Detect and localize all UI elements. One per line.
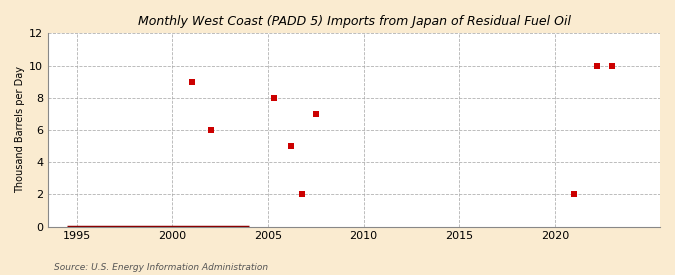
Point	[286, 144, 296, 148]
Point	[591, 63, 602, 68]
Point	[205, 128, 216, 132]
Title: Monthly West Coast (PADD 5) Imports from Japan of Residual Fuel Oil: Monthly West Coast (PADD 5) Imports from…	[138, 15, 570, 28]
Point	[269, 95, 279, 100]
Text: Source: U.S. Energy Information Administration: Source: U.S. Energy Information Administ…	[54, 263, 268, 272]
Y-axis label: Thousand Barrels per Day: Thousand Barrels per Day	[15, 67, 25, 193]
Point	[568, 192, 579, 197]
Point	[310, 112, 321, 116]
Point	[297, 192, 308, 197]
Point	[607, 63, 618, 68]
Point	[186, 79, 197, 84]
